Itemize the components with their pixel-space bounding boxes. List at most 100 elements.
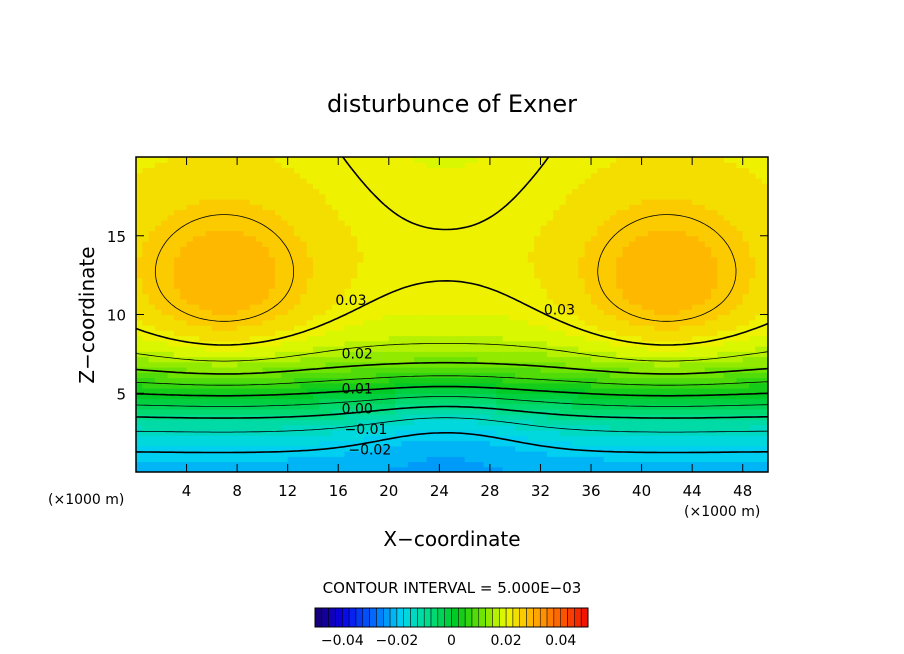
field-cell [730,367,737,373]
field-cell [654,414,662,421]
field-cell [565,367,573,373]
field-cell [275,445,282,452]
field-cell [553,272,561,279]
field-cell [237,388,245,394]
field-cell [433,235,440,242]
field-cell [711,435,719,442]
field-cell [445,466,453,472]
field-cell [540,461,548,468]
field-cell [401,251,409,258]
field-cell [717,451,725,457]
field-cell [597,230,605,237]
field-cell [666,267,674,274]
field-cell [534,225,542,232]
field-cell [470,209,478,216]
field-cell [344,456,352,463]
field-cell [546,235,554,242]
field-cell [281,388,289,394]
field-cell [357,314,365,321]
field-cell [407,309,415,316]
field-cell [376,220,384,226]
field-cell [572,393,579,400]
field-cell [527,277,535,284]
field-cell [287,288,295,295]
field-cell [344,361,352,368]
field-cell [350,262,358,268]
field-cell [433,256,440,263]
field-cell [136,445,143,452]
field-cell [325,283,333,289]
field-cell [742,325,750,331]
field-cell [591,398,598,405]
field-cell [148,388,156,394]
field-cell [433,325,440,331]
field-cell [591,283,598,289]
field-cell [749,430,756,436]
field-cell [515,225,523,232]
field-cell [376,377,384,384]
field-cell [679,325,687,331]
field-cell [262,230,270,237]
field-cell [256,209,263,216]
field-cell [148,262,156,268]
field-cell [685,440,693,447]
field-cell [426,377,434,384]
field-cell [331,335,339,342]
field-cell [628,451,636,457]
field-cell [730,251,737,258]
field-cell [452,225,459,232]
field-cell [237,440,245,447]
field-cell [281,283,289,289]
field-cell [294,209,301,216]
field-cell [704,314,712,321]
field-cell [382,225,390,232]
field-cell [439,251,447,258]
field-cell [395,372,403,379]
field-cell [736,388,744,394]
field-cell [142,298,150,305]
field-cell [199,277,207,284]
field-cell [407,235,415,242]
field-cell [312,388,320,394]
field-cell [666,340,674,347]
field-cell [616,230,624,237]
field-cell [635,209,643,216]
field-cell [268,409,276,415]
field-cell [452,214,459,221]
field-cell [205,466,213,472]
field-cell [622,241,630,247]
field-cell [603,461,611,468]
field-cell [610,466,617,472]
field-cell [521,241,529,247]
field-cell [161,456,169,463]
field-cell [628,246,636,253]
field-cell [256,456,263,463]
field-cell [470,335,478,342]
field-cell [376,430,384,436]
field-cell [717,435,725,442]
field-cell [749,230,756,237]
field-cell [641,377,649,384]
field-cell [591,262,598,268]
field-cell [230,409,238,415]
field-cell [369,325,377,331]
field-cell [559,314,567,321]
field-cell [679,251,687,258]
field-cell [192,451,200,457]
field-cell [407,382,415,389]
field-cell [173,267,181,274]
field-cell [281,393,289,400]
field-cell [136,361,143,368]
field-cell [237,235,245,242]
field-cell [546,214,554,221]
field-cell [338,256,346,263]
field-cell [249,367,257,373]
field-cell [407,430,415,436]
field-cell [199,440,207,447]
field-cell [584,372,592,379]
field-cell [597,435,605,442]
field-cell [275,372,282,379]
field-cell [742,372,750,379]
field-cell [546,372,554,379]
field-cell [477,235,485,242]
